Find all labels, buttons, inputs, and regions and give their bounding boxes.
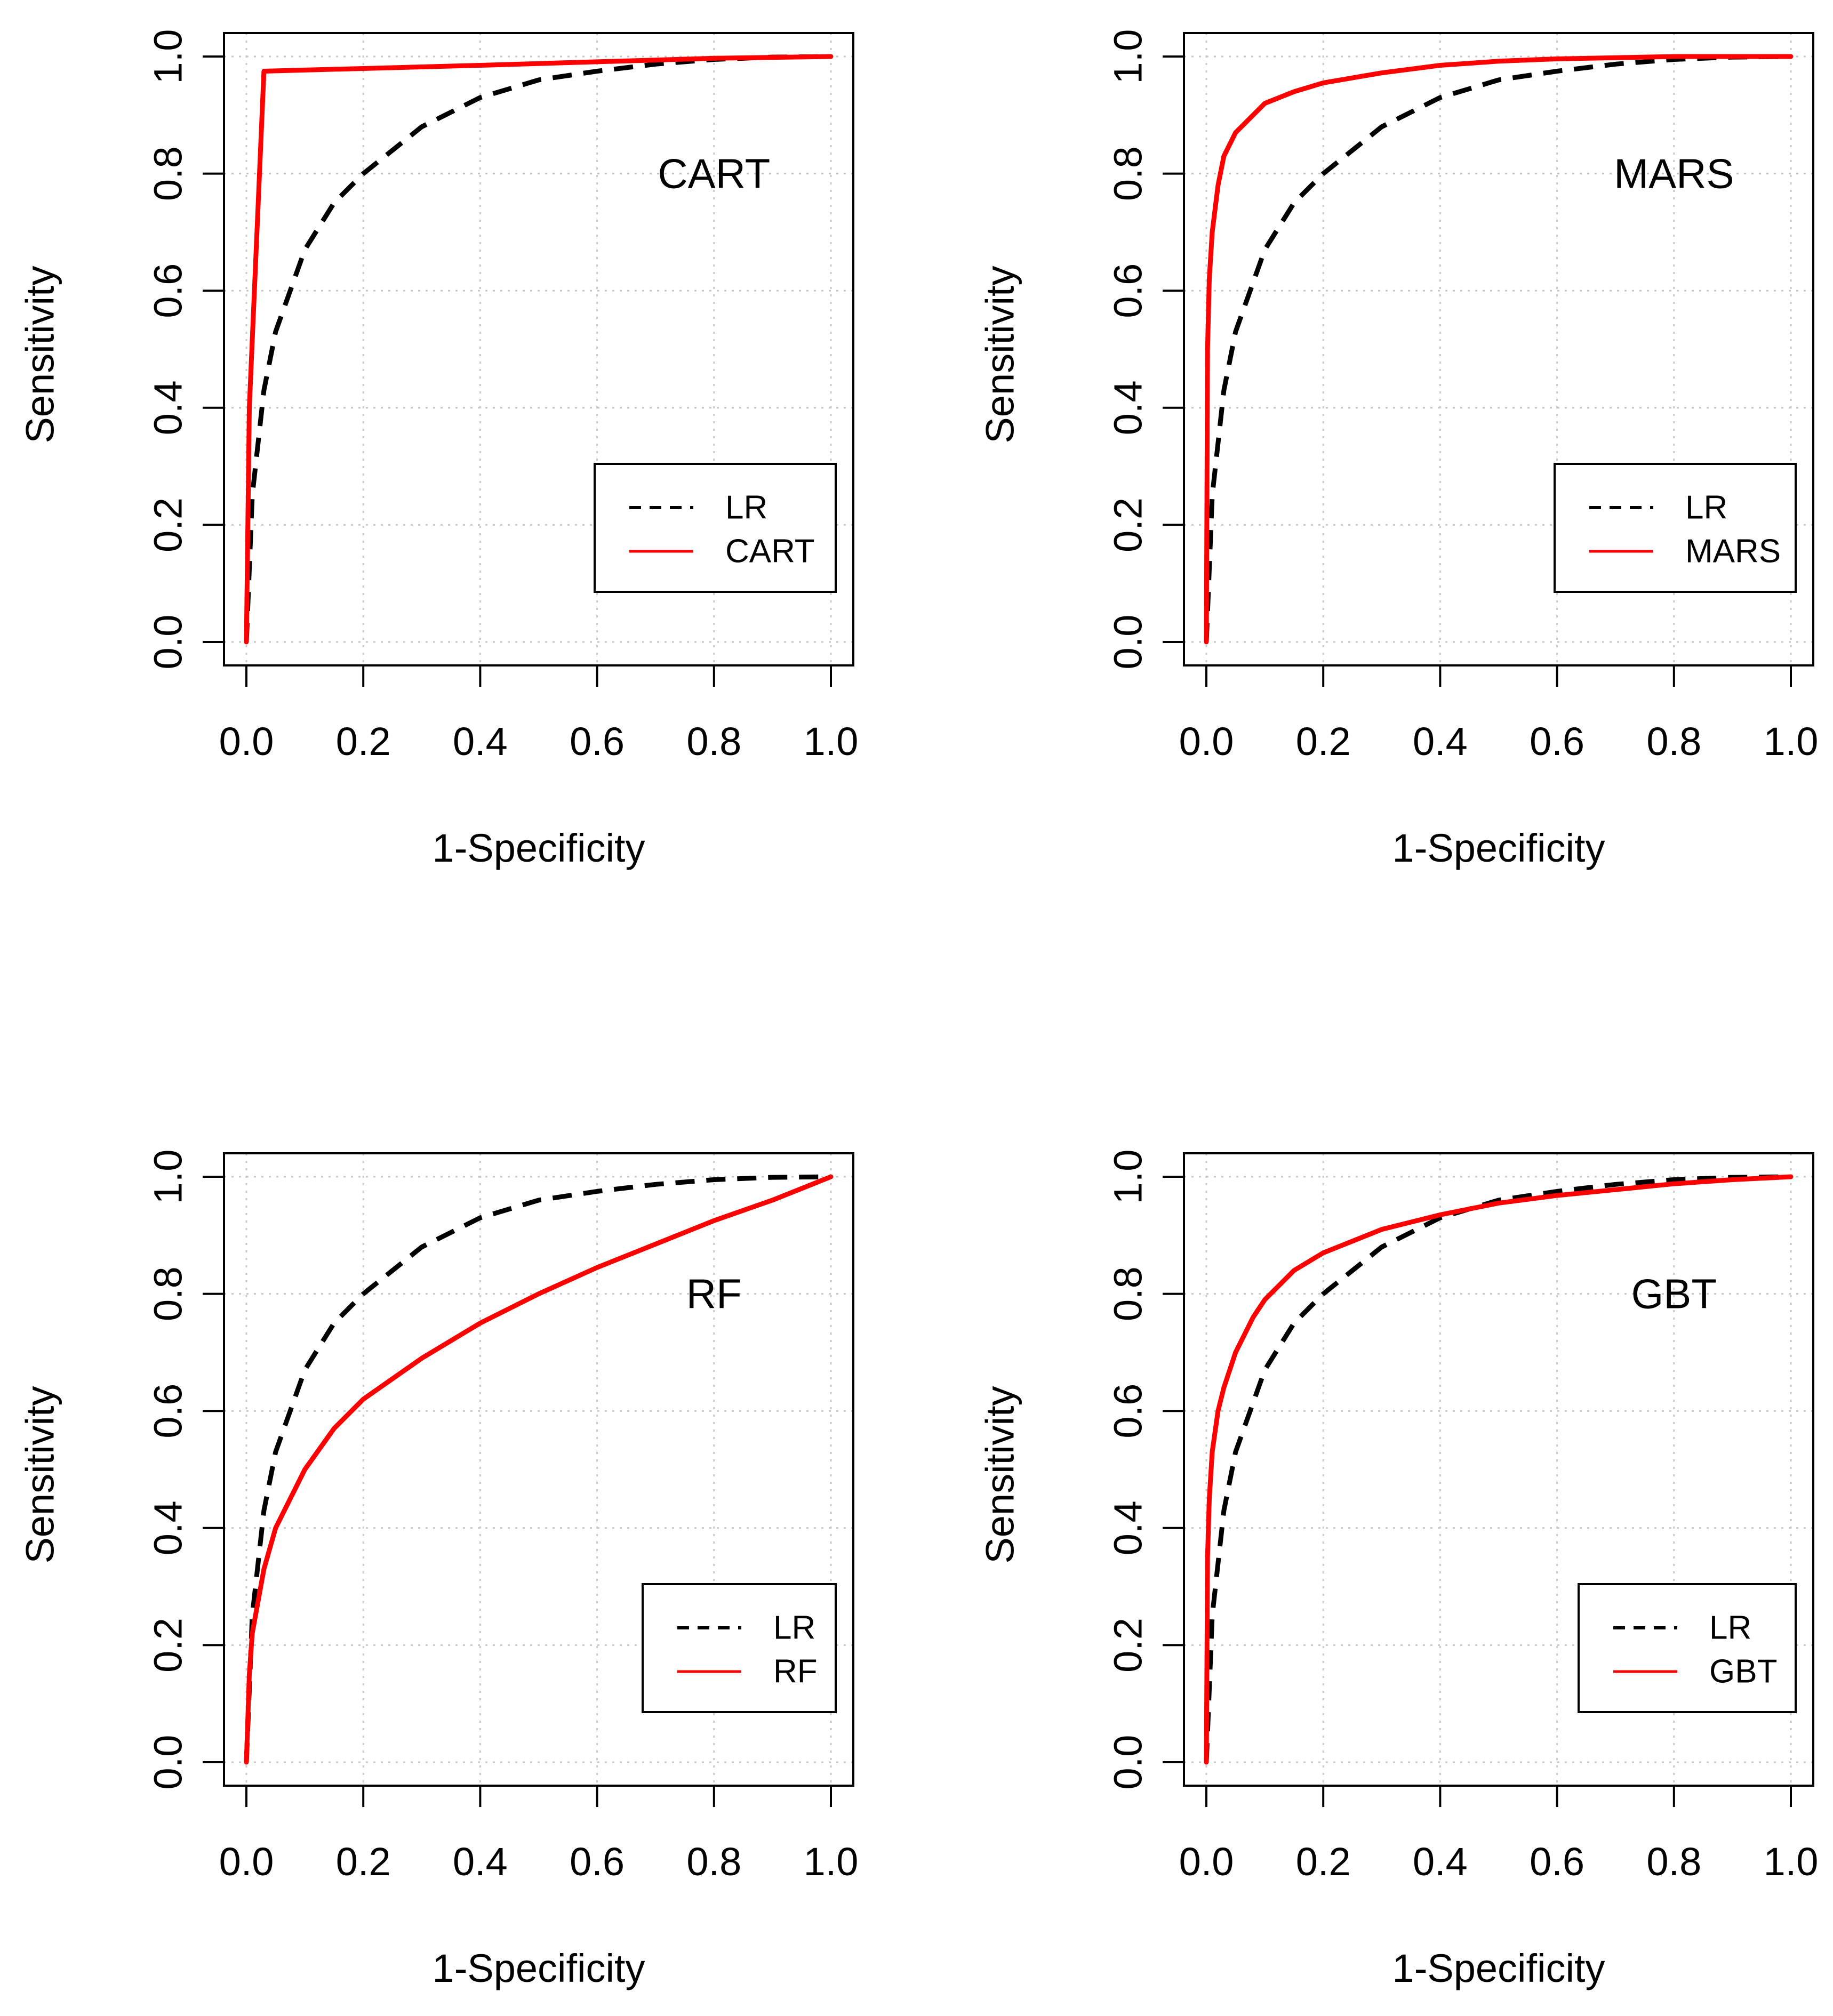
panel-label: CART bbox=[658, 150, 770, 197]
y-tick-label: 0.4 bbox=[1106, 1500, 1150, 1555]
y-tick-label: 0.4 bbox=[146, 380, 190, 435]
legend-label-lr: LR bbox=[725, 489, 767, 526]
y-tick-label: 0.0 bbox=[146, 615, 190, 670]
legend-box bbox=[1578, 1583, 1797, 1713]
x-tick-label: 0.8 bbox=[686, 719, 741, 764]
y-tick-label: 0.6 bbox=[1106, 263, 1150, 318]
y-tick-label: 0.0 bbox=[1106, 1735, 1150, 1790]
y-tick-label: 0.2 bbox=[1106, 1618, 1150, 1673]
x-tick-label: 0.4 bbox=[1413, 1840, 1468, 1884]
y-tick-label: 0.8 bbox=[1106, 1266, 1150, 1321]
x-tick-label: 1.0 bbox=[1764, 719, 1819, 764]
legend-box bbox=[1554, 463, 1797, 593]
legend-label-lr: LR bbox=[1685, 489, 1727, 526]
x-tick-label: 0.0 bbox=[1179, 1840, 1234, 1884]
series-line-gbt bbox=[1204, 1174, 1794, 1765]
roc-panel-mars: 0.0 0.2 0.4 0.6 0.8 1.0 0.0 0.2 0.4 0.6 0.8 1.0 1-Sp… bbox=[978, 29, 1819, 870]
x-tick-label: 0.2 bbox=[1296, 1840, 1351, 1884]
roc-panel-rf: 0.0 0.2 0.4 0.6 0.8 1.0 0.0 0.2 0.4 0.6 0.8 1.0 1-Sp… bbox=[18, 1150, 859, 1990]
y-axis-title: Sensitivity bbox=[18, 266, 62, 443]
x-tick-label: 0.0 bbox=[1179, 719, 1234, 764]
x-tick-label: 0.6 bbox=[1530, 1840, 1584, 1884]
legend: LR RF bbox=[642, 1583, 837, 1713]
panel-label: MARS bbox=[1614, 150, 1734, 197]
y-tick-label: 0.6 bbox=[1106, 1384, 1150, 1439]
roc-panel-gbt: 0.0 0.2 0.4 0.6 0.8 1.0 0.0 0.2 0.4 0.6 0.8 1.0 1-Sp… bbox=[978, 1150, 1819, 1990]
x-tick-label: 0.0 bbox=[219, 719, 274, 764]
legend: LR CART bbox=[594, 463, 837, 593]
y-tick-label: 0.4 bbox=[1106, 380, 1150, 435]
y-tick-label: 0.2 bbox=[146, 497, 190, 552]
roc-panel-cart: 0.0 0.2 0.4 0.6 0.8 1.0 0.0 0.2 0.4 0.6 0.8 1.0 1-Sp… bbox=[18, 29, 859, 870]
x-tick-label: 0.4 bbox=[1413, 719, 1468, 764]
y-tick-label: 1.0 bbox=[146, 29, 190, 84]
x-tick-label: 0.4 bbox=[453, 1840, 508, 1884]
legend-box bbox=[642, 1583, 837, 1713]
x-tick-label: 0.2 bbox=[1296, 719, 1351, 764]
y-axis-title: Sensitivity bbox=[978, 266, 1022, 443]
legend-label-gbt: GBT bbox=[1709, 1653, 1777, 1690]
series-line-rf bbox=[244, 1174, 834, 1765]
y-tick-label: 1.0 bbox=[146, 1150, 190, 1204]
x-tick-label: 0.6 bbox=[570, 719, 625, 764]
x-tick-label: 0.8 bbox=[1646, 719, 1701, 764]
y-axis-title: Sensitivity bbox=[978, 1386, 1022, 1563]
series-line-mars bbox=[1204, 54, 1794, 645]
y-tick-label: 0.6 bbox=[146, 1384, 190, 1439]
y-tick-label: 0.8 bbox=[146, 1266, 190, 1321]
y-tick-label: 1.0 bbox=[1106, 1150, 1150, 1204]
panel-label: GBT bbox=[1631, 1271, 1717, 1318]
legend: LR GBT bbox=[1578, 1583, 1797, 1713]
series-line-lr bbox=[1204, 54, 1791, 642]
x-axis-title: 1-Specificity bbox=[1392, 1946, 1605, 1990]
y-tick-label: 0.2 bbox=[146, 1618, 190, 1673]
legend-label-lr: LR bbox=[1709, 1610, 1751, 1646]
series-line-lr bbox=[1204, 1174, 1791, 1763]
x-tick-label: 0.2 bbox=[336, 1840, 391, 1884]
legend-label-cart: CART bbox=[725, 533, 815, 570]
legend-label-rf: RF bbox=[773, 1653, 818, 1690]
series-line-lr bbox=[244, 1174, 831, 1763]
y-tick-label: 0.8 bbox=[1106, 146, 1150, 201]
x-tick-label: 0.6 bbox=[570, 1840, 625, 1884]
x-tick-label: 1.0 bbox=[804, 719, 859, 764]
x-tick-label: 1.0 bbox=[804, 1840, 859, 1884]
x-tick-label: 0.4 bbox=[453, 719, 508, 764]
x-tick-label: 0.0 bbox=[219, 1840, 274, 1884]
y-tick-label: 0.0 bbox=[146, 1735, 190, 1790]
series-line-cart bbox=[244, 54, 834, 645]
y-tick-label: 0.0 bbox=[1106, 615, 1150, 670]
x-tick-label: 1.0 bbox=[1764, 1840, 1819, 1884]
x-tick-label: 0.2 bbox=[336, 719, 391, 764]
legend: LR MARS bbox=[1554, 463, 1797, 593]
x-axis-title: 1-Specificity bbox=[433, 1946, 645, 1990]
y-tick-label: 0.4 bbox=[146, 1500, 190, 1555]
x-axis-title: 1-Specificity bbox=[433, 826, 645, 870]
y-axis-title: Sensitivity bbox=[18, 1386, 62, 1563]
x-tick-label: 0.6 bbox=[1530, 719, 1584, 764]
y-tick-label: 0.8 bbox=[146, 146, 190, 201]
x-axis-title: 1-Specificity bbox=[1392, 826, 1605, 870]
legend-label-lr: LR bbox=[773, 1610, 815, 1646]
y-tick-label: 0.6 bbox=[146, 263, 190, 318]
y-tick-label: 0.2 bbox=[1106, 497, 1150, 552]
x-tick-label: 0.8 bbox=[1646, 1840, 1701, 1884]
x-tick-label: 0.8 bbox=[686, 1840, 741, 1884]
y-tick-label: 1.0 bbox=[1106, 29, 1150, 84]
legend-label-mars: MARS bbox=[1685, 533, 1781, 570]
legend-box bbox=[594, 463, 837, 593]
panel-label: RF bbox=[686, 1271, 742, 1318]
